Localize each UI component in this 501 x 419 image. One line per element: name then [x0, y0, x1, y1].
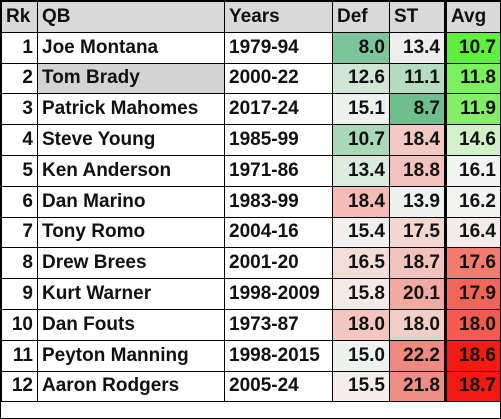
avg-cell: 17.9 [444, 278, 501, 310]
rank-cell: 10 [1, 308, 38, 341]
st-cell: 18.4 [389, 124, 446, 156]
rank-cell: 7 [1, 216, 38, 249]
st-cell: 13.9 [389, 185, 446, 218]
rank-cell: 1 [1, 31, 38, 64]
years-cell: 2005-24 [224, 370, 333, 403]
def-cell: 8.0 [332, 31, 390, 64]
st-cell: 18.8 [389, 154, 446, 187]
def-cell: 15.5 [332, 370, 390, 403]
table-row: 3 Patrick Mahomes 2017-24 15.1 8.7 11.9 [1, 93, 501, 126]
def-cell: 18.0 [332, 308, 390, 341]
header-rank: Rk [1, 1, 38, 33]
years-cell: 2001-20 [224, 247, 333, 280]
rank-cell: 6 [1, 185, 38, 218]
header-def: Def [332, 1, 390, 33]
header-row: Rk QB Years Def ST Avg [1, 1, 501, 33]
avg-cell: 18.7 [444, 370, 501, 403]
qb-name-cell: Tony Romo [37, 216, 225, 249]
rank-cell: 2 [1, 62, 38, 95]
table-row: 8 Drew Brees 2001-20 16.5 18.7 17.6 [1, 247, 501, 280]
avg-cell: 18.0 [444, 308, 501, 341]
years-cell: 1998-2009 [224, 278, 333, 310]
def-cell: 16.5 [332, 247, 390, 280]
st-cell: 18.7 [389, 247, 446, 280]
def-cell: 18.4 [332, 185, 390, 218]
rank-cell: 5 [1, 154, 38, 187]
def-cell: 15.0 [332, 339, 390, 372]
qb-name-cell: Ken Anderson [37, 154, 225, 187]
table-row: 12 Aaron Rodgers 2005-24 15.5 21.8 18.7 [1, 370, 501, 403]
rank-cell: 3 [1, 93, 38, 126]
avg-cell: 18.6 [444, 339, 501, 372]
rank-cell: 9 [1, 278, 38, 310]
table-row: 2 Tom Brady 2000-22 12.6 11.1 11.8 [1, 62, 501, 95]
avg-cell: 10.7 [444, 31, 501, 64]
qb-name-cell: Peyton Manning [37, 339, 225, 372]
def-cell: 12.6 [332, 62, 390, 95]
header-qb: QB [37, 1, 225, 33]
header-years: Years [224, 1, 333, 33]
table-row: 4 Steve Young 1985-99 10.7 18.4 14.6 [1, 124, 501, 156]
st-cell: 11.1 [389, 62, 446, 95]
header-avg: Avg [444, 1, 501, 33]
def-cell: 13.4 [332, 154, 390, 187]
qb-name-cell: Aaron Rodgers [37, 370, 225, 403]
table-row: 1 Joe Montana 1979-94 8.0 13.4 10.7 [1, 31, 501, 64]
table-row: 5 Ken Anderson 1971-86 13.4 18.8 16.1 [1, 154, 501, 187]
rank-cell: 8 [1, 247, 38, 280]
table-row: 9 Kurt Warner 1998-2009 15.8 20.1 17.9 [1, 278, 501, 310]
st-cell: 20.1 [389, 278, 446, 310]
qb-name-cell: Drew Brees [37, 247, 225, 280]
avg-cell: 11.8 [444, 62, 501, 95]
qb-name-cell: Tom Brady [37, 62, 225, 95]
years-cell: 1971-86 [224, 154, 333, 187]
avg-cell: 17.6 [444, 247, 501, 280]
st-cell: 13.4 [389, 31, 446, 64]
years-cell: 2000-22 [224, 62, 333, 95]
st-cell: 17.5 [389, 216, 446, 249]
qb-ranking-table: Rk QB Years Def ST Avg 1 Joe Montana 1979-… [1, 1, 501, 403]
def-cell: 10.7 [332, 124, 390, 156]
years-cell: 2004-16 [224, 216, 333, 249]
avg-cell: 14.6 [444, 124, 501, 156]
rank-cell: 11 [1, 339, 38, 372]
table-row: 11 Peyton Manning 1998-2015 15.0 22.2 18.6 [1, 339, 501, 372]
years-cell: 1983-99 [224, 185, 333, 218]
st-cell: 21.8 [389, 370, 446, 403]
def-cell: 15.4 [332, 216, 390, 249]
table-row: 7 Tony Romo 2004-16 15.4 17.5 16.4 [1, 216, 501, 249]
qb-name-cell: Dan Marino [37, 185, 225, 218]
st-cell: 22.2 [389, 339, 446, 372]
st-cell: 18.0 [389, 308, 446, 341]
years-cell: 2017-24 [224, 93, 333, 126]
table-body: 1 Joe Montana 1979-94 8.0 13.4 10.7 2 Tom Brady… [1, 31, 501, 403]
st-cell: 8.7 [389, 93, 446, 126]
qb-name-cell: Kurt Warner [37, 278, 225, 310]
years-cell: 1998-2015 [224, 339, 333, 372]
years-cell: 1979-94 [224, 31, 333, 64]
avg-cell: 16.4 [444, 216, 501, 249]
avg-cell: 16.2 [444, 185, 501, 218]
table-row: 10 Dan Fouts 1973-87 18.0 18.0 18.0 [1, 308, 501, 341]
header-st: ST [389, 1, 446, 33]
avg-cell: 16.1 [444, 154, 501, 187]
qb-name-cell: Patrick Mahomes [37, 93, 225, 126]
table-row: 6 Dan Marino 1983-99 18.4 13.9 16.2 [1, 185, 501, 218]
years-cell: 1973-87 [224, 308, 333, 341]
def-cell: 15.8 [332, 278, 390, 310]
rank-cell: 4 [1, 124, 38, 156]
avg-cell: 11.9 [444, 93, 501, 126]
qb-name-cell: Joe Montana [37, 31, 225, 64]
qb-name-cell: Dan Fouts [37, 308, 225, 341]
qb-name-cell: Steve Young [37, 124, 225, 156]
years-cell: 1985-99 [224, 124, 333, 156]
def-cell: 15.1 [332, 93, 390, 126]
rank-cell: 12 [1, 370, 38, 403]
